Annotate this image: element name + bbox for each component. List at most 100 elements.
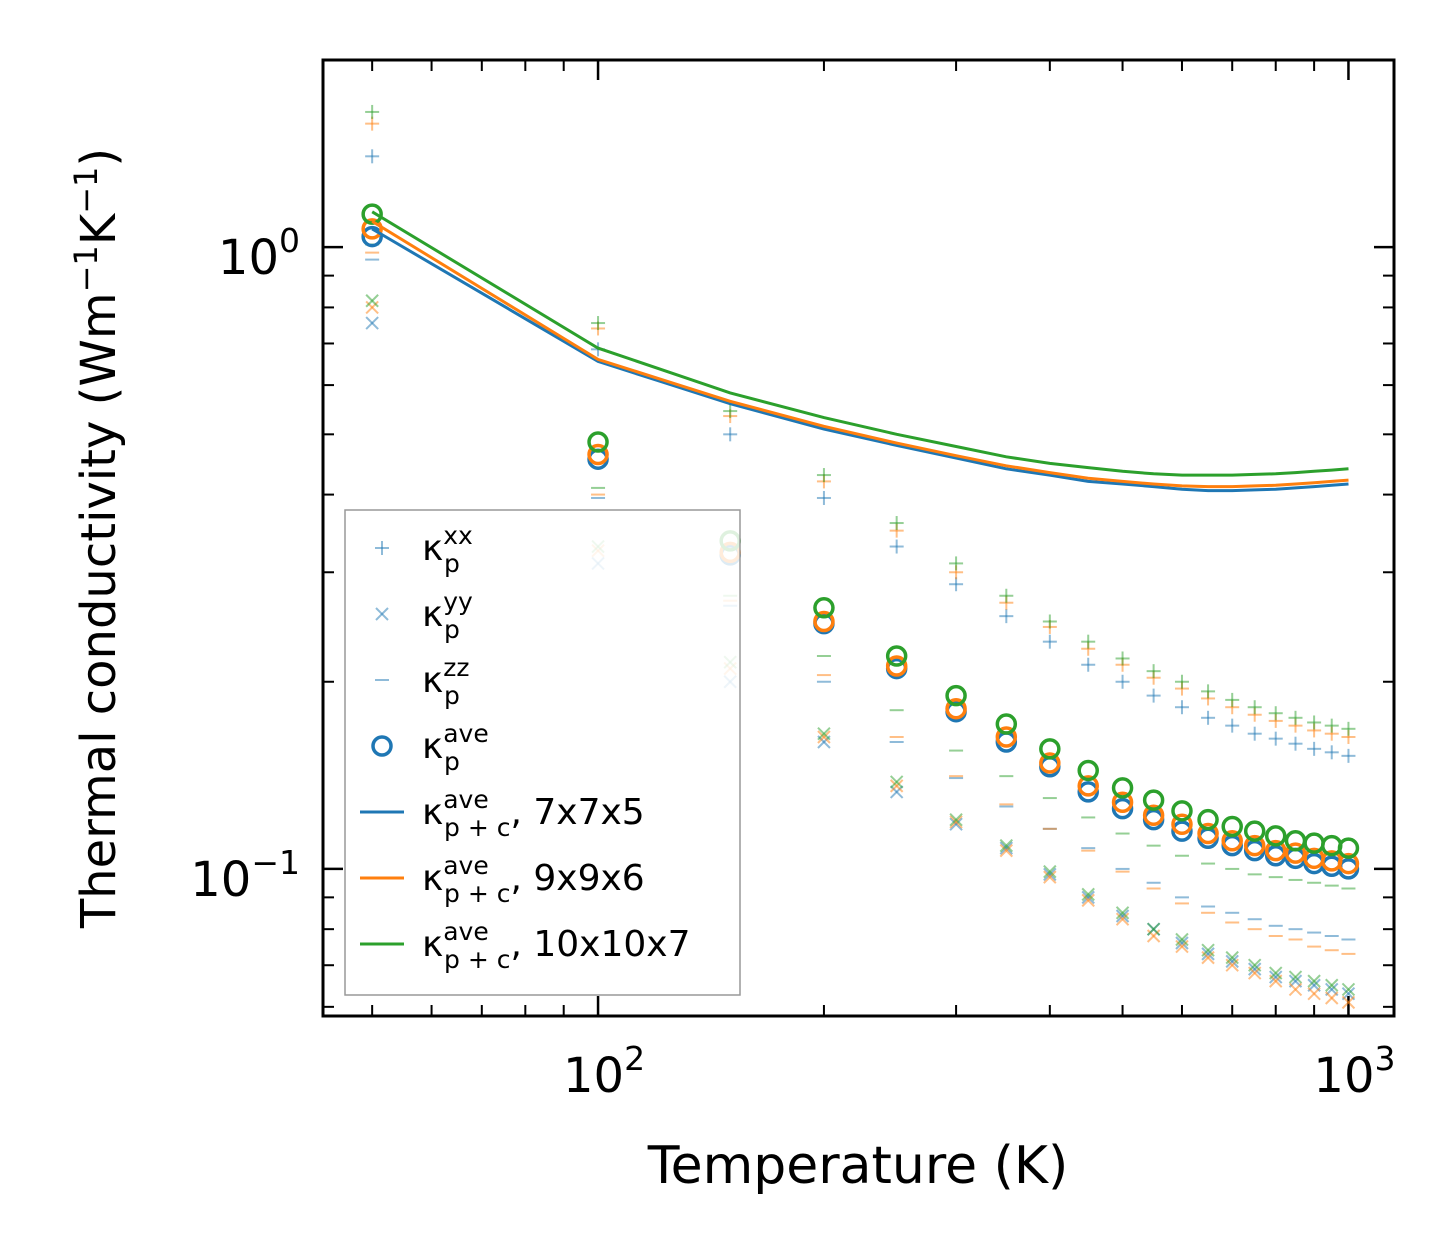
kyy-point-b (1307, 986, 1321, 1001)
kxx-point (1324, 745, 1339, 760)
kyy-point (1081, 890, 1095, 905)
kyy-point (1201, 943, 1215, 957)
legend-symbol: κ (422, 660, 443, 701)
kyy-point (1043, 870, 1057, 884)
legend-superscript: ave (443, 785, 489, 814)
kyy-point-b (365, 316, 379, 330)
kyy-point (1325, 991, 1339, 1005)
legend-label: κave p + c, 9x9x6 (422, 851, 645, 908)
legend-subscript: p (444, 681, 460, 710)
kxx-point (1341, 748, 1356, 763)
legend-superscript: zz (443, 653, 469, 682)
kxx-point (1115, 674, 1130, 689)
legend-symbol: κ (422, 726, 443, 767)
legend-superscript: ave (443, 719, 489, 748)
kyy-point-b (999, 838, 1014, 853)
kyy-point (1307, 974, 1321, 988)
legend-tail: , 9x9x6 (510, 858, 644, 899)
kyy-point (817, 726, 831, 741)
kave-point (587, 431, 609, 453)
kave-point (1142, 789, 1165, 811)
y-tick-label-exponent: 0 (279, 221, 300, 260)
legend-symbol: κ (422, 924, 443, 965)
kave-point (813, 610, 835, 633)
kave-point (1197, 808, 1219, 831)
kyy-point (999, 838, 1014, 853)
kyy-point-b (1247, 962, 1262, 976)
kyy-point-b (1225, 950, 1239, 965)
kxx-point (1225, 692, 1240, 707)
legend-label: κzz p (422, 653, 469, 710)
kave-point (1039, 752, 1061, 774)
kxx-point (1115, 651, 1130, 666)
kyy-point-b (1288, 982, 1303, 997)
legend-subscript: p (444, 615, 460, 644)
kave-point (1197, 822, 1219, 845)
kave-point (1243, 820, 1266, 842)
kave-point (1039, 738, 1061, 760)
kyy-point (949, 817, 963, 831)
y-tick-label-exponent: −1 (251, 843, 300, 882)
kave-point (1111, 791, 1134, 814)
kxx-point (365, 149, 380, 164)
legend-box (344, 509, 741, 996)
kxx-point (999, 609, 1014, 624)
axis-ticks (323, 59, 1394, 1016)
legend-tail: , 7x7x5 (510, 792, 644, 833)
legend-symbol: κ (422, 528, 443, 569)
kyy-point-b (1307, 974, 1321, 988)
kyy-point-b (1115, 909, 1130, 923)
kyy-point (1269, 966, 1283, 980)
kyy-point-b (1081, 887, 1095, 902)
legend-subscript: p (444, 747, 460, 776)
kyy-point (817, 730, 831, 744)
kave-point (945, 684, 967, 707)
kave-point (1077, 759, 1099, 782)
kyy-point-b (949, 812, 963, 827)
kave-point (1111, 797, 1134, 820)
kyy-point-b (1341, 982, 1356, 997)
kyy-point (949, 815, 963, 829)
kxx-point (1324, 718, 1339, 733)
kxx-point (1268, 706, 1283, 721)
legend-tail: , 10x10x7 (510, 924, 690, 965)
x-tick-label: 102 (563, 1039, 645, 1104)
kave-point (1264, 839, 1287, 862)
kxx-point (1146, 688, 1161, 703)
kxx-point (1247, 726, 1262, 741)
kxx-point (1042, 634, 1057, 649)
kxx-point (1042, 614, 1057, 629)
legend-symbol: κ (422, 792, 443, 833)
kyy-point-b (1043, 864, 1057, 879)
plot-frame (321, 58, 1396, 1018)
legend-handle-kyy (375, 607, 389, 621)
kyy-point-b (1175, 932, 1189, 947)
kyy-point-b (1325, 991, 1339, 1005)
kyy-point-b (817, 730, 831, 744)
kxx-point (723, 404, 738, 419)
kyy-point-b (1225, 954, 1239, 969)
kave-point (1171, 820, 1193, 842)
legend-handle-kyy-b (375, 607, 389, 621)
kave-point (885, 645, 908, 667)
kyy-point-b (1269, 970, 1283, 984)
kave-series-9x9x6 (361, 218, 1360, 875)
kave-point (813, 597, 835, 619)
kyy-point-b (1247, 958, 1262, 972)
kxx-point (365, 116, 380, 131)
kyy-point-b (365, 294, 379, 308)
kyy-point-b (1175, 936, 1189, 950)
legend-label: κyy p (422, 587, 473, 644)
kave-point (1337, 852, 1360, 875)
kave-point (1284, 842, 1307, 864)
kave-point (1243, 834, 1266, 857)
kave-point (1111, 777, 1134, 799)
kave-series-10x10x7 (361, 203, 1360, 859)
kyy-point (1225, 954, 1239, 969)
series-7x7x5 (365, 149, 1356, 1001)
kyy-point-b (1201, 943, 1215, 957)
y-tick-label: 100 (218, 221, 300, 286)
kyy-point (1081, 893, 1095, 908)
